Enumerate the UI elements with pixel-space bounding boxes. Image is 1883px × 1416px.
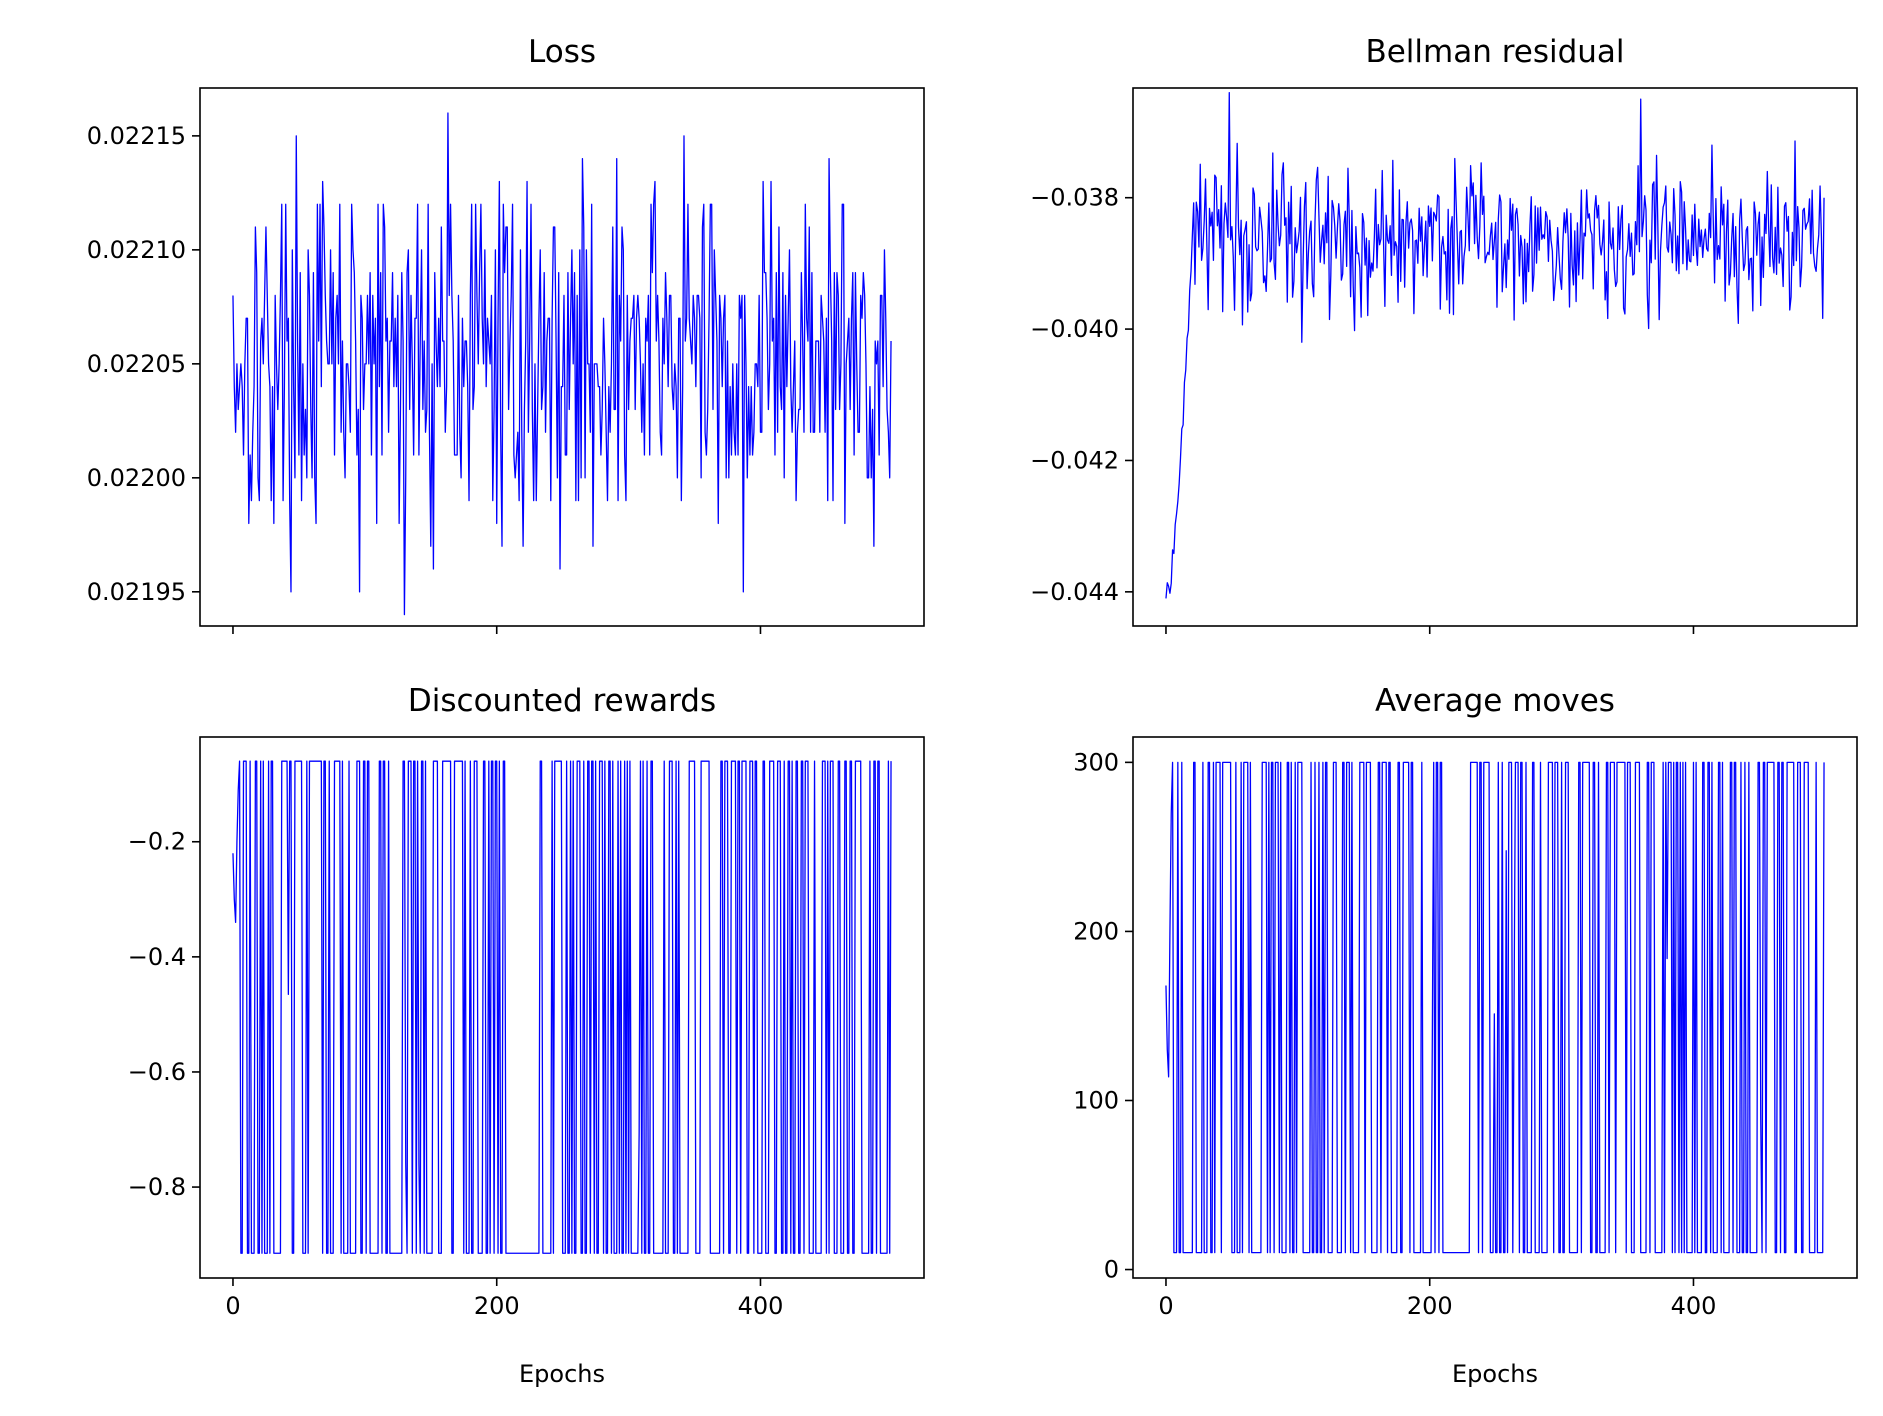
subplot-bellman-residual: Bellman residual −0.044 −0.042 −0.040 −0.03… bbox=[1030, 34, 1858, 634]
y-tick-label: 0.02200 bbox=[87, 464, 186, 492]
x-tick-label: 200 bbox=[474, 1292, 520, 1320]
y-tick-label: 0 bbox=[1104, 1256, 1119, 1284]
y-tick-label: 300 bbox=[1073, 748, 1119, 776]
series-line bbox=[1165, 91, 1825, 599]
plot-area bbox=[1165, 91, 1825, 599]
series-line bbox=[232, 760, 892, 1254]
y-tick-label: 0.02210 bbox=[87, 236, 186, 264]
x-tick-label: 0 bbox=[1158, 1292, 1173, 1320]
y-tick-label: 0.02215 bbox=[87, 122, 186, 150]
x-tick-label: 0 bbox=[225, 1292, 240, 1320]
x-tick-label: 200 bbox=[1407, 1292, 1453, 1320]
x-tick-label: 400 bbox=[1671, 1292, 1717, 1320]
series-line bbox=[1165, 761, 1825, 1254]
y-tick-label: 0.02205 bbox=[87, 350, 186, 378]
subplot-title: Bellman residual bbox=[1365, 34, 1624, 70]
subplot-title: Loss bbox=[528, 34, 596, 70]
subplot-discounted-rewards: Discounted rewards Epochs 0 200 400 −0.8 −0.… bbox=[128, 683, 925, 1388]
y-tick-label: −0.038 bbox=[1030, 184, 1119, 212]
subplot-title: Discounted rewards bbox=[408, 683, 716, 719]
series-line bbox=[232, 112, 892, 616]
plot-area bbox=[232, 112, 892, 616]
y-tick-label: 100 bbox=[1073, 1086, 1119, 1114]
axes-frame bbox=[199, 736, 925, 1279]
y-tick-label: −0.8 bbox=[128, 1173, 186, 1201]
plot-area bbox=[232, 760, 892, 1254]
y-tick-label: −0.040 bbox=[1030, 315, 1119, 343]
subplot-average-moves: Average moves Epochs 0 200 400 0 100 200 300 bbox=[1073, 683, 1858, 1388]
x-tick-label: 400 bbox=[738, 1292, 784, 1320]
y-tick-label: 0.02195 bbox=[87, 578, 186, 606]
x-axis-label: Epochs bbox=[519, 1360, 605, 1388]
axes-frame bbox=[1132, 736, 1858, 1279]
y-tick-label: −0.2 bbox=[128, 828, 186, 856]
subplot-title: Average moves bbox=[1375, 683, 1615, 719]
axes-frame bbox=[199, 87, 925, 627]
plot-area bbox=[1165, 761, 1825, 1254]
subplot-loss: Loss 0.02195 0.02200 0.02205 0.02210 0.02215 bbox=[87, 34, 925, 634]
x-axis-label: Epochs bbox=[1452, 1360, 1538, 1388]
y-tick-label: −0.4 bbox=[128, 943, 186, 971]
y-tick-label: −0.6 bbox=[128, 1058, 186, 1086]
axes-frame bbox=[1132, 87, 1858, 627]
y-tick-label: −0.044 bbox=[1030, 578, 1119, 606]
y-tick-label: 200 bbox=[1073, 917, 1119, 945]
y-tick-label: −0.042 bbox=[1030, 446, 1119, 474]
